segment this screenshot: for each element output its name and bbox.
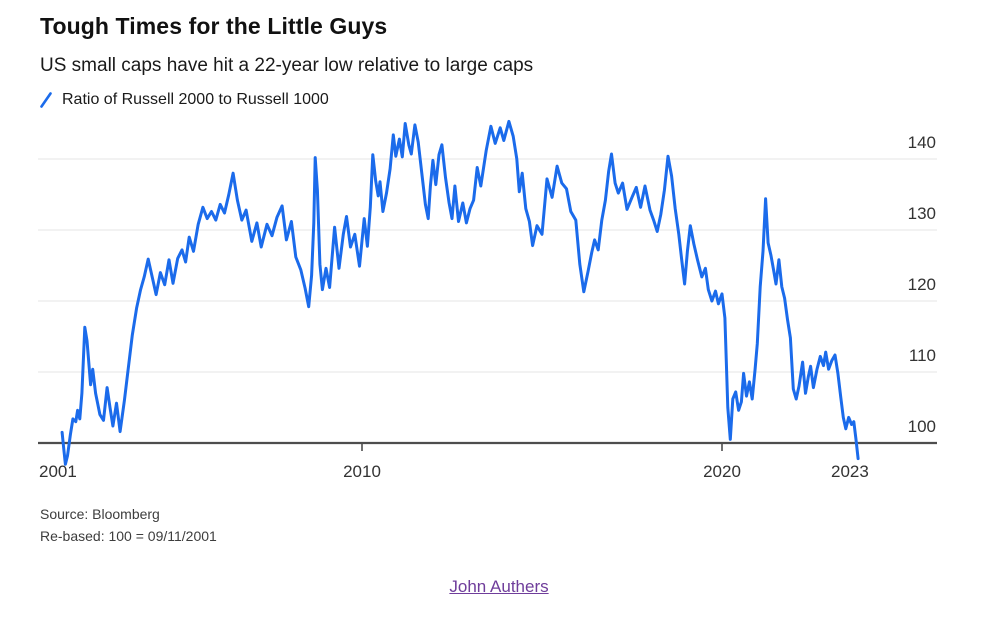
y-tick-label: 130 (908, 204, 936, 223)
x-tick-label: 2001 (39, 462, 77, 481)
author-link[interactable]: John Authers (449, 577, 549, 596)
y-tick-label: 100 (908, 417, 936, 436)
legend-line-icon (40, 92, 52, 108)
chart-subtitle: US small caps have hit a 22-year low rel… (40, 55, 534, 76)
x-tick-label: 2023 (831, 462, 869, 481)
legend: Ratio of Russell 2000 to Russell 1000 (39, 91, 329, 109)
legend-label: Ratio of Russell 2000 to Russell 1000 (62, 91, 329, 108)
x-tick-label: 2020 (703, 462, 741, 481)
source-line: Source: Bloomberg (40, 506, 160, 522)
chart-title: Tough Times for the Little Guys (40, 13, 388, 39)
source-block: Source: Bloomberg Re-based: 100 = 09/11/… (40, 503, 217, 547)
y-tick-label: 140 (908, 133, 936, 152)
x-tick-label: 2010 (343, 462, 381, 481)
rebased-line: Re-based: 100 = 09/11/2001 (40, 528, 217, 544)
series-line (60, 119, 860, 466)
byline: John Authers (0, 577, 998, 597)
y-tick-label: 120 (908, 275, 936, 294)
y-tick-label: 110 (909, 346, 936, 365)
